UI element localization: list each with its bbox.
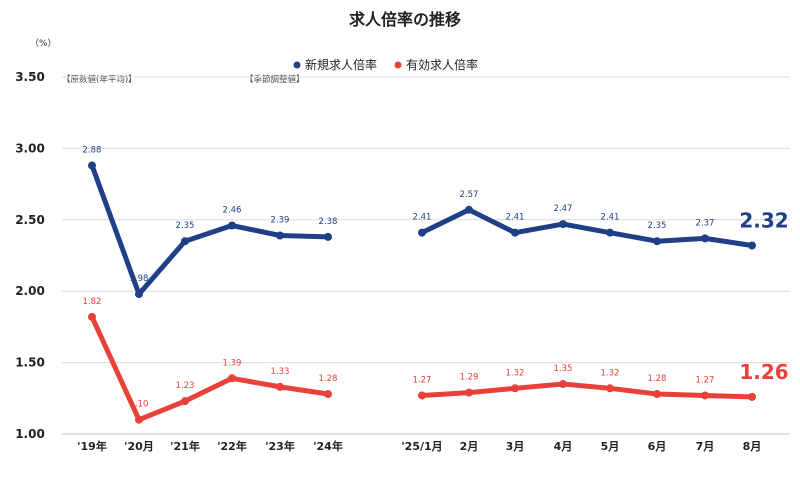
- x-axis-ticks: '19年 '20月 '21年 '22年 '23年 '24年 '25/1月 2月 3月 4月 5月 6月…: [77, 439, 761, 453]
- data-label: 1.28: [648, 374, 667, 384]
- data-label: 2.35: [176, 221, 195, 231]
- y-tick-label: 3.00: [15, 141, 45, 155]
- data-label: 1.98: [130, 274, 149, 284]
- data-label: 1.10: [130, 400, 149, 410]
- annotation-seasonally-adjusted: 【季節調整値】: [245, 74, 305, 85]
- data-label: 2.47: [554, 204, 573, 214]
- legend-label-new: 新規求人倍率: [305, 57, 377, 72]
- x-tick-label: '21年: [170, 439, 200, 453]
- grid: [62, 76, 790, 435]
- data-label: 2.46: [223, 206, 242, 216]
- data-point: [228, 221, 236, 230]
- y-tick-label: 3.50: [15, 70, 45, 84]
- data-point: [559, 380, 567, 389]
- series-line: [419, 381, 755, 400]
- data-label: 2.39: [271, 216, 290, 226]
- data-point: [748, 392, 756, 401]
- data-label: 2.41: [601, 213, 620, 223]
- data-point: [181, 397, 189, 406]
- series-line: [89, 314, 331, 423]
- data-label: 2.38: [319, 217, 338, 227]
- data-label: 2.41: [506, 213, 525, 223]
- data-point: [135, 290, 143, 299]
- data-label: 2.35: [648, 221, 667, 231]
- data-point: [181, 237, 189, 246]
- y-axis-unit: （%）: [30, 38, 57, 49]
- data-point: [511, 228, 519, 237]
- chart-title: 求人倍率の推移: [349, 10, 461, 29]
- series: [88, 161, 756, 424]
- x-tick-label: 7月: [696, 440, 715, 453]
- data-point: [88, 312, 96, 321]
- data-point: [653, 237, 661, 246]
- data-point: [276, 231, 284, 240]
- x-tick-label: 3月: [506, 440, 525, 453]
- data-point: [606, 228, 614, 237]
- legend-marker-new: [293, 61, 301, 69]
- x-tick-label: '24年: [313, 439, 343, 453]
- data-point: [135, 415, 143, 424]
- x-tick-label: 2月: [460, 440, 479, 453]
- y-tick-label: 2.00: [15, 284, 45, 298]
- data-labels: 2.88 1.98 2.35 2.46 2.39 2.38 2.41 2.57 2.41 2.47…: [83, 146, 789, 410]
- data-point: [88, 161, 96, 170]
- x-tick-label: '25/1月: [401, 440, 442, 453]
- data-label: 1.32: [601, 368, 620, 378]
- data-label: 1.32: [506, 368, 525, 378]
- data-point: [418, 228, 426, 237]
- x-tick-label: 4月: [554, 440, 573, 453]
- data-label: 1.23: [176, 381, 195, 391]
- data-point: [701, 234, 709, 243]
- x-tick-label: '23年: [265, 439, 295, 453]
- data-point: [701, 391, 709, 400]
- series-line: [89, 163, 331, 297]
- data-point: [324, 390, 332, 399]
- data-point: [465, 388, 473, 397]
- data-point: [418, 391, 426, 400]
- data-point: [511, 384, 519, 393]
- data-label: 1.35: [554, 364, 573, 374]
- x-tick-label: 6月: [648, 440, 667, 453]
- x-tick-label: 8月: [743, 440, 762, 453]
- data-point: [276, 382, 284, 391]
- data-label: 1.27: [696, 375, 715, 385]
- x-tick-label: '22年: [217, 439, 247, 453]
- data-label: 2.41: [413, 213, 432, 223]
- data-point: [228, 374, 236, 383]
- data-label: 1.39: [223, 358, 242, 368]
- data-point: [324, 232, 332, 241]
- legend-marker-active: [394, 61, 402, 69]
- series-line: [419, 207, 755, 249]
- x-tick-label: '19年: [77, 439, 107, 453]
- y-axis-ticks: 3.50 3.00 2.50 2.00 1.50 1.00: [15, 70, 45, 441]
- data-label: 1.28: [319, 374, 338, 384]
- data-label: 1.82: [83, 297, 102, 307]
- x-tick-label: 5月: [601, 440, 620, 453]
- legend: 新規求人倍率 有効求人倍率: [293, 57, 478, 72]
- data-point: [559, 220, 567, 229]
- data-label: 1.29: [460, 373, 479, 383]
- y-tick-label: 1.00: [15, 427, 45, 441]
- data-label: 2.37: [696, 218, 715, 228]
- data-point: [653, 390, 661, 399]
- legend-label-active: 有効求人倍率: [406, 57, 478, 72]
- data-label: 2.88: [83, 146, 102, 156]
- annotation-annual-average: 【原数値(年平均)】: [62, 74, 137, 85]
- data-point: [465, 205, 473, 214]
- data-label: 2.32: [739, 209, 788, 233]
- data-point: [748, 241, 756, 250]
- y-tick-label: 2.50: [15, 213, 45, 227]
- data-label: 2.57: [460, 190, 479, 200]
- data-point: [606, 384, 614, 393]
- data-label: 1.33: [271, 367, 290, 377]
- data-label: 1.26: [739, 360, 788, 384]
- data-label: 1.27: [413, 375, 432, 385]
- x-tick-label: '20月: [124, 440, 154, 453]
- y-tick-label: 1.50: [15, 356, 45, 370]
